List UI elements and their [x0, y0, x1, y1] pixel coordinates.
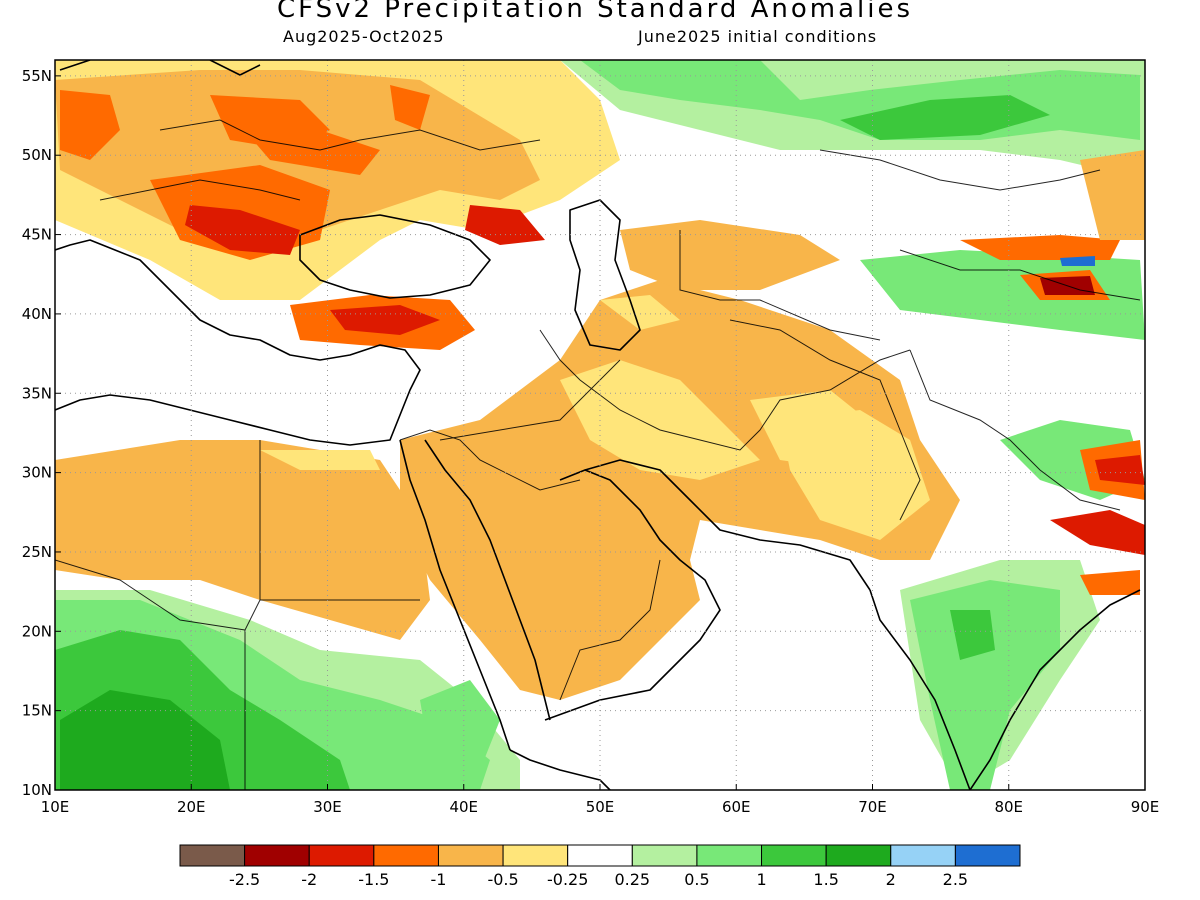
lon-tick-label: 20E	[177, 798, 206, 816]
colorbar-label: 1.5	[813, 870, 838, 889]
lat-tick-label: 25N	[22, 543, 52, 561]
mongolia-dry	[1080, 150, 1145, 240]
colorbar-swatch	[373, 844, 439, 867]
colorbar-label: 0.5	[684, 870, 709, 889]
colorbar-label: -2	[301, 870, 317, 889]
initial-conditions: June2025 initial conditions	[638, 27, 878, 46]
lon-tick-label: 50E	[586, 798, 615, 816]
north-africa-dry	[55, 440, 430, 640]
colorbar-label: 0.25	[614, 870, 650, 889]
colorbar-swatch	[244, 844, 310, 867]
lat-tick-label: 15N	[22, 702, 52, 720]
ethiopia-wet	[420, 680, 500, 770]
lat-tick-label: 35N	[22, 384, 52, 402]
lon-tick-label: 80E	[994, 798, 1023, 816]
lat-tick-label: 50N	[22, 146, 52, 164]
balkans-dry-severe	[185, 205, 545, 255]
tienshan-wet-blue	[1060, 256, 1095, 266]
bengal-dry	[1050, 510, 1145, 555]
lon-tick-label: 30E	[313, 798, 342, 816]
lat-tick-label: 20N	[22, 622, 52, 640]
forecast-period: Aug2025-Oct2025	[283, 27, 445, 46]
europe-dry-strong	[60, 85, 430, 260]
colorbar-swatch	[308, 844, 375, 867]
colorbar-swatch	[825, 844, 892, 867]
tibet-dry-severe	[1095, 455, 1145, 485]
sahel-wet-very-strong	[60, 690, 230, 790]
colorbar-label: -2.5	[229, 870, 260, 889]
colorbar-swatch	[631, 844, 698, 867]
colorbar-label: 2.5	[943, 870, 968, 889]
colorbar-label: -0.25	[547, 870, 588, 889]
colorbar: -2.5 -2 -1.5 -1 -0.5 -0.25 0.25 0.5 1 1.5 2 2.5	[179, 844, 1021, 889]
egypt-dry-light	[260, 450, 380, 470]
bengal-dry-orange	[1080, 570, 1140, 595]
chart-title: CFSv2 Precipitation Standard Anomalies	[276, 0, 914, 24]
lon-tick-label: 90E	[1131, 798, 1160, 816]
kazakh-wet-strong	[840, 95, 1050, 140]
colorbar-swatch	[890, 844, 956, 867]
axis-ticks: 10E 20E 30E 40E 50E 60E 70E 80E 90E 10N 15N 20N 25N 3…	[22, 67, 1160, 816]
colorbar-swatch	[761, 844, 827, 867]
colorbar-swatch	[954, 844, 1021, 867]
map-area	[55, 60, 1145, 790]
colorbar-label: -1	[430, 870, 446, 889]
lon-tick-label: 60E	[722, 798, 751, 816]
lat-tick-label: 10N	[22, 781, 52, 799]
anomaly-fields	[55, 60, 1145, 790]
colorbar-label: -1.5	[358, 870, 389, 889]
lat-tick-label: 40N	[22, 305, 52, 323]
lat-tick-label: 30N	[22, 464, 52, 482]
colorbar-swatch	[502, 844, 569, 867]
colorbar-label: 2	[886, 870, 896, 889]
turkey-dry-severe	[330, 305, 440, 335]
colorbar-swatch	[179, 844, 246, 867]
lon-tick-label: 40E	[449, 798, 478, 816]
india-wet	[910, 580, 1060, 790]
colorbar-swatch	[437, 844, 504, 867]
india-wet-strong	[950, 610, 995, 660]
country-borders	[55, 119, 1141, 790]
colorbar-label: -0.5	[487, 870, 518, 889]
lat-tick-label: 45N	[22, 226, 52, 244]
lon-tick-label: 70E	[858, 798, 887, 816]
lon-tick-label: 10E	[41, 798, 70, 816]
gridlines	[55, 60, 1145, 790]
lat-tick-label: 55N	[22, 67, 52, 85]
colorbar-swatch	[567, 844, 633, 867]
pakistan-dry	[780, 410, 930, 540]
coastlines	[55, 60, 1141, 790]
colorbar-swatch	[696, 844, 763, 867]
colorbar-label: 1	[756, 870, 766, 889]
central-asia-dry	[620, 220, 840, 290]
